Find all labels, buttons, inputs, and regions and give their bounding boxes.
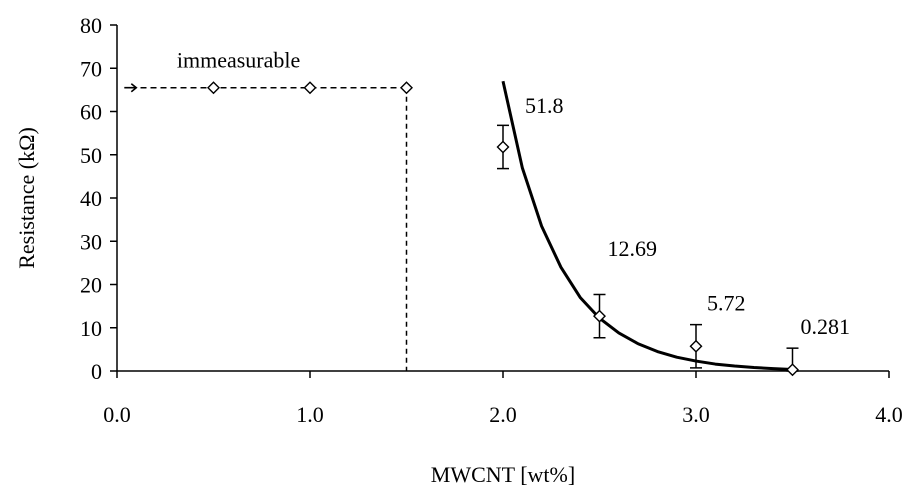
ticks: 0 10 20 30 40 50 60 70 80 0.0 1.0 2.0 3.0 4.0 (80, 13, 903, 427)
data-point-diamond (689, 339, 703, 353)
x-tick-label: 2.0 (489, 402, 517, 427)
y-tick-label: 40 (80, 186, 102, 211)
data-label: 51.8 (525, 93, 564, 118)
x-tick-label: 4.0 (875, 402, 903, 427)
data-label: 12.69 (608, 236, 658, 261)
x-tick-label: 0.0 (103, 402, 131, 427)
data-point-diamond (593, 309, 606, 323)
axes (116, 25, 889, 372)
data-label: 5.72 (707, 290, 746, 315)
data-points (207, 81, 799, 377)
annotation-label: immeasurable (177, 48, 300, 73)
data-point-diamond (400, 81, 413, 95)
data-point-diamond (207, 81, 220, 95)
data-label: 0.281 (801, 314, 851, 339)
y-tick-label: 60 (80, 100, 102, 125)
x-tick-label: 1.0 (296, 402, 324, 427)
y-tick-label: 80 (80, 13, 102, 38)
fit-curve (501, 80, 793, 371)
data-point-diamond (496, 140, 510, 154)
y-tick-label: 0 (91, 359, 102, 384)
y-tick-label: 20 (80, 273, 102, 298)
fit-curve-group (501, 80, 793, 371)
x-axis-title: MWCNT [wt%] (431, 462, 575, 487)
data-labels: 51.8 12.69 5.72 0.281 (525, 93, 850, 339)
y-tick-label: 70 (80, 56, 102, 81)
y-tick-label: 10 (80, 316, 102, 341)
y-tick-label: 30 (80, 229, 102, 254)
data-point-diamond (303, 81, 317, 95)
data-point-diamond (786, 363, 799, 377)
y-axis-title: Resistance (kΩ) (14, 127, 39, 269)
guides: immeasurable (136, 48, 408, 371)
y-tick-label: 50 (80, 143, 102, 168)
x-tick-label: 3.0 (682, 402, 710, 427)
